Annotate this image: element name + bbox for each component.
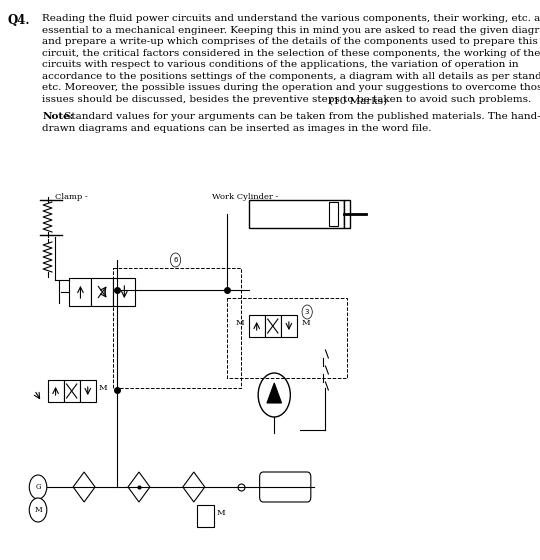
Text: M: M [34, 506, 42, 514]
Bar [48, 380, 64, 402]
Polygon shape [183, 472, 205, 502]
Text: M: M [301, 319, 310, 327]
Text: essential to a mechanical engineer. Keeping this in mind you are asked to read t: essential to a mechanical engineer. Keep… [43, 26, 540, 35]
Polygon shape [128, 472, 150, 502]
Text: M: M [99, 384, 107, 392]
Circle shape [171, 253, 181, 267]
Circle shape [29, 475, 47, 499]
Text: etc. Moreover, the possible issues during the operation and your suggestions to : etc. Moreover, the possible issues durin… [43, 83, 540, 92]
Bar [113, 278, 136, 306]
Bar [70, 278, 91, 306]
Circle shape [258, 373, 291, 417]
Text: (10 Marks): (10 Marks) [329, 96, 388, 105]
Text: 3: 3 [305, 309, 309, 315]
Text: Clamp -: Clamp - [55, 193, 87, 201]
Bar [113, 268, 241, 388]
Polygon shape [73, 472, 95, 502]
Text: 6: 6 [173, 257, 178, 263]
Text: Note:: Note: [43, 112, 74, 121]
Text: issues should be discussed, besides the preventive steps to be taken to avoid su: issues should be discussed, besides the … [43, 95, 532, 104]
Text: drawn diagrams and equations can be inserted as images in the word file.: drawn diagrams and equations can be inse… [43, 124, 432, 133]
Bar [248, 200, 344, 228]
Text: and prepare a write-up which comprises of the details of the components used to : and prepare a write-up which comprises o… [43, 37, 538, 46]
Text: M: M [217, 509, 225, 517]
Circle shape [302, 305, 312, 319]
Bar [344, 200, 349, 228]
FancyBboxPatch shape [260, 472, 311, 502]
Text: Q4.: Q4. [8, 14, 30, 27]
Bar [198, 505, 213, 527]
Bar [248, 315, 265, 337]
Polygon shape [267, 383, 281, 403]
Text: accordance to the positions settings of the components, a diagram with all detai: accordance to the positions settings of … [43, 72, 540, 81]
Text: M: M [235, 319, 244, 327]
Bar [80, 380, 96, 402]
Bar [64, 380, 80, 402]
Text: circuits with respect to various conditions of the applications, the variation o: circuits with respect to various conditi… [43, 60, 519, 69]
Bar [329, 202, 338, 226]
Bar [91, 278, 113, 306]
Text: Standard values for your arguments can be taken from the published materials. Th: Standard values for your arguments can b… [62, 112, 540, 121]
Bar [265, 315, 281, 337]
Circle shape [29, 498, 47, 522]
Text: Reading the fluid power circuits and understand the various components, their wo: Reading the fluid power circuits and und… [43, 14, 540, 23]
Text: G: G [35, 483, 41, 491]
Bar [227, 298, 347, 378]
Text: circuit, the critical factors considered in the selection of these components, t: circuit, the critical factors considered… [43, 49, 540, 58]
Bar [281, 315, 297, 337]
Text: Work Cylinder -: Work Cylinder - [212, 193, 279, 201]
